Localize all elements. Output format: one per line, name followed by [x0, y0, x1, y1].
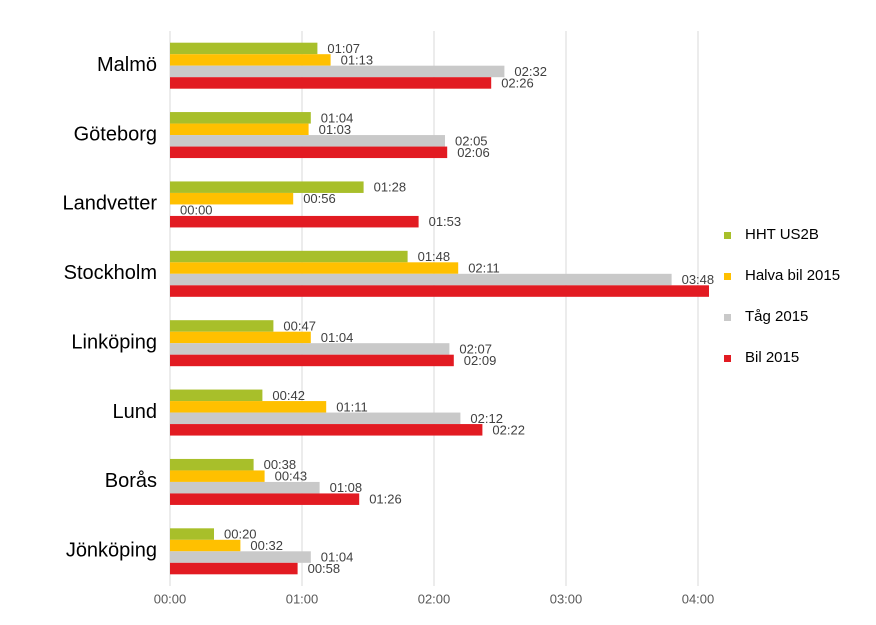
- x-tick-label: 03:00: [550, 591, 583, 606]
- category-label: Lund: [113, 401, 158, 423]
- bar: [170, 181, 364, 193]
- value-label: 01:13: [341, 52, 374, 67]
- bar: [170, 320, 274, 332]
- bar: [170, 424, 483, 436]
- bar: [170, 401, 327, 413]
- value-label: 00:00: [180, 203, 213, 218]
- bar: [170, 331, 311, 344]
- bar: [170, 135, 445, 147]
- bar: [170, 343, 450, 355]
- bar: [170, 562, 298, 575]
- value-label: 01:26: [369, 492, 402, 507]
- value-label: 01:04: [321, 550, 354, 565]
- value-label: 00:32: [250, 538, 283, 553]
- x-tick-label: 01:00: [286, 591, 319, 606]
- value-label: 01:07: [327, 41, 360, 56]
- value-label: 01:11: [336, 399, 368, 414]
- bar: [170, 146, 448, 159]
- value-label: 01:03: [319, 122, 352, 137]
- value-label: 02:05: [455, 133, 488, 148]
- bar: [170, 539, 241, 552]
- x-tick-label: 04:00: [682, 591, 715, 606]
- bar: [170, 192, 294, 205]
- legend-label: Tåg 2015: [745, 308, 808, 325]
- category-label: Jönköping: [66, 540, 157, 562]
- bar: [170, 77, 492, 89]
- bar: [170, 215, 419, 228]
- bar: [170, 250, 408, 263]
- value-label: 00:43: [275, 469, 308, 484]
- bar: [170, 412, 461, 425]
- category-label: Stockholm: [64, 262, 157, 284]
- bar: [170, 54, 331, 66]
- legend-marker: [724, 314, 731, 321]
- value-label: 01:04: [321, 330, 354, 345]
- legend-label: HHT US2B: [745, 226, 819, 243]
- legend-label: Bil 2015: [745, 349, 799, 366]
- bar: [170, 112, 311, 124]
- value-label: 02:22: [492, 422, 525, 437]
- bar: [170, 65, 505, 78]
- value-label: 01:04: [321, 110, 354, 125]
- value-label: 01:53: [429, 214, 462, 229]
- value-label: 03:48: [682, 272, 715, 287]
- value-label: 00:38: [264, 457, 297, 472]
- value-label: 00:56: [303, 191, 336, 206]
- bar: [170, 273, 672, 286]
- value-label: 01:48: [418, 249, 451, 264]
- value-label: 00:58: [308, 561, 341, 576]
- value-label: 02:12: [470, 411, 503, 426]
- legend-label: Halva bil 2015: [745, 267, 840, 284]
- bar: [170, 262, 459, 274]
- bar: [170, 493, 360, 505]
- x-tick-label: 00:00: [154, 591, 187, 606]
- value-label: 01:08: [330, 480, 363, 495]
- bar: [170, 470, 265, 482]
- legend-marker: [724, 273, 731, 280]
- value-label: 00:47: [283, 318, 316, 333]
- category-label: Landvetter: [62, 193, 157, 215]
- value-label: 00:42: [272, 388, 305, 403]
- category-label: Göteborg: [74, 123, 157, 145]
- x-tick-label: 02:00: [418, 591, 451, 606]
- category-label: Borås: [105, 470, 157, 492]
- value-label: 01:28: [374, 180, 407, 195]
- value-label: 02:26: [501, 75, 534, 90]
- value-label: 02:11: [468, 261, 500, 276]
- bar: [170, 458, 254, 471]
- bar: [170, 42, 318, 55]
- bar: [170, 389, 263, 402]
- bar: [170, 551, 311, 563]
- value-label: 02:07: [459, 341, 492, 356]
- bar: [170, 123, 309, 136]
- bar: [170, 285, 709, 297]
- value-label: 02:06: [457, 145, 490, 160]
- value-label: 02:09: [464, 353, 497, 368]
- legend-marker: [724, 355, 731, 362]
- legend-marker: [724, 232, 731, 239]
- category-label: Malmö: [97, 54, 157, 76]
- value-label: 00:20: [224, 527, 257, 542]
- value-label: 02:32: [514, 64, 547, 79]
- category-label: Linköping: [71, 331, 157, 353]
- bar: [170, 481, 320, 494]
- bar: [170, 528, 214, 540]
- bar: [170, 354, 454, 367]
